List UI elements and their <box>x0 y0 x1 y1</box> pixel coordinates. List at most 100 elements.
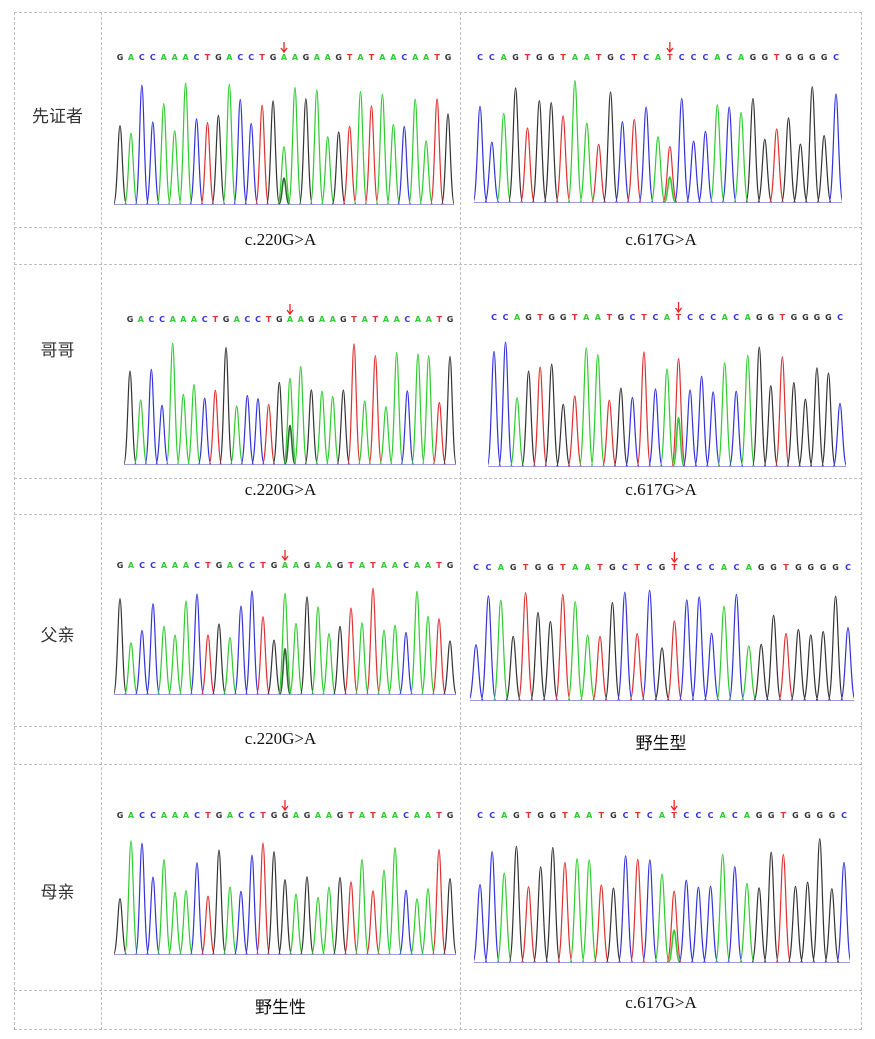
base-call-label: T <box>205 53 211 62</box>
trace-peak <box>824 888 840 963</box>
trace-peak <box>617 855 634 963</box>
base-call-label: T <box>369 53 375 62</box>
base-call-label: T <box>560 53 566 62</box>
trace-peak <box>666 620 683 701</box>
base-call-label: C <box>643 53 649 62</box>
mutation-arrow-icon <box>280 42 288 54</box>
base-call-label: A <box>359 561 366 570</box>
base-call-label: T <box>260 561 266 570</box>
trace-peak <box>255 104 270 205</box>
trace-peak <box>234 605 248 695</box>
base-call-label: T <box>370 811 376 820</box>
base-call-label: T <box>205 561 211 570</box>
base-call-label: A <box>501 53 508 62</box>
base-call-label: G <box>607 53 614 62</box>
base-call-label: A <box>501 811 508 820</box>
base-call-label: A <box>172 561 179 570</box>
trace-peak <box>781 117 797 203</box>
base-call-label: A <box>394 315 401 324</box>
trace-peak <box>705 391 721 467</box>
trace-peak <box>278 879 292 955</box>
trace-peak <box>474 105 488 203</box>
trace-peak <box>344 607 358 695</box>
base-call-label: G <box>271 561 278 570</box>
base-call-label: C <box>150 53 156 62</box>
base-call-label: G <box>337 561 344 570</box>
base-call-label: A <box>514 313 521 322</box>
base-call-label: G <box>809 53 816 62</box>
base-call-label: T <box>213 315 219 324</box>
base-call-label: C <box>503 313 509 322</box>
row-divider <box>14 264 862 265</box>
base-call-label: T <box>572 313 578 322</box>
trace-peak <box>223 636 237 695</box>
base-call-label: C <box>489 53 495 62</box>
trace-peak <box>256 842 270 955</box>
trace-peak <box>567 600 583 701</box>
trace-peak <box>134 84 149 205</box>
base-call-label: A <box>293 561 300 570</box>
trace-peak <box>745 97 761 203</box>
column-divider <box>460 12 461 1030</box>
trace-peak <box>753 643 769 701</box>
base-call-label: G <box>271 811 278 820</box>
base-call-label: T <box>436 561 442 570</box>
trace-peak <box>325 395 340 465</box>
heterozygous-peak <box>663 176 677 203</box>
base-call-label: C <box>489 811 495 820</box>
trace-peak <box>763 385 779 467</box>
base-call-label: A <box>392 811 399 820</box>
row-divider <box>14 478 862 479</box>
trace-peak <box>212 849 226 955</box>
trace-peak <box>443 877 456 955</box>
base-call-label: T <box>597 563 603 572</box>
base-call-label: C <box>696 563 702 572</box>
trace-peak <box>578 347 594 467</box>
base-call-label: A <box>720 811 727 820</box>
trace-peak <box>545 846 561 963</box>
base-call-label: C <box>238 561 244 570</box>
base-call-label: C <box>622 563 628 572</box>
trace-peak <box>288 86 302 205</box>
trace-peak <box>114 898 127 955</box>
caption-father-right: 野生型 <box>635 734 687 753</box>
trace-peak <box>816 134 832 203</box>
base-call-label: G <box>117 811 124 820</box>
trace-peak <box>484 850 500 963</box>
row-label-proband: 先证者 <box>32 107 83 127</box>
base-call-label: A <box>319 315 326 324</box>
trace-peak <box>605 887 622 963</box>
base-call-label: T <box>596 53 602 62</box>
trace-peak <box>388 847 402 955</box>
trace-peak <box>630 858 646 963</box>
base-call-label: T <box>607 313 613 322</box>
heterozygous-peak <box>278 177 290 205</box>
trace-peak <box>803 634 819 701</box>
trace-peak <box>679 599 695 701</box>
base-call-label: G <box>758 563 765 572</box>
base-call-label: T <box>437 315 443 324</box>
row-divider <box>14 227 862 228</box>
trace-peak <box>135 842 149 955</box>
base-call-label: C <box>403 811 409 820</box>
trace-peak <box>219 346 233 465</box>
trace-peak <box>135 629 149 695</box>
base-call-label: C <box>477 811 483 820</box>
trace-peak <box>496 112 512 203</box>
trace-peak <box>617 591 633 701</box>
trace-peak <box>614 120 630 203</box>
trace-peak <box>686 140 702 203</box>
trace-peak <box>592 635 608 701</box>
trace-peak <box>650 136 666 203</box>
base-call-label: G <box>797 53 804 62</box>
base-call-label: A <box>714 53 721 62</box>
base-call-label: A <box>583 313 590 322</box>
trace-peak <box>272 381 287 465</box>
trace-peak <box>519 127 535 203</box>
trace-peak <box>505 635 521 701</box>
base-call-label: G <box>802 313 809 322</box>
trace-peak <box>421 888 435 955</box>
base-call-label: T <box>260 811 266 820</box>
mutation-arrow-icon <box>670 552 678 564</box>
